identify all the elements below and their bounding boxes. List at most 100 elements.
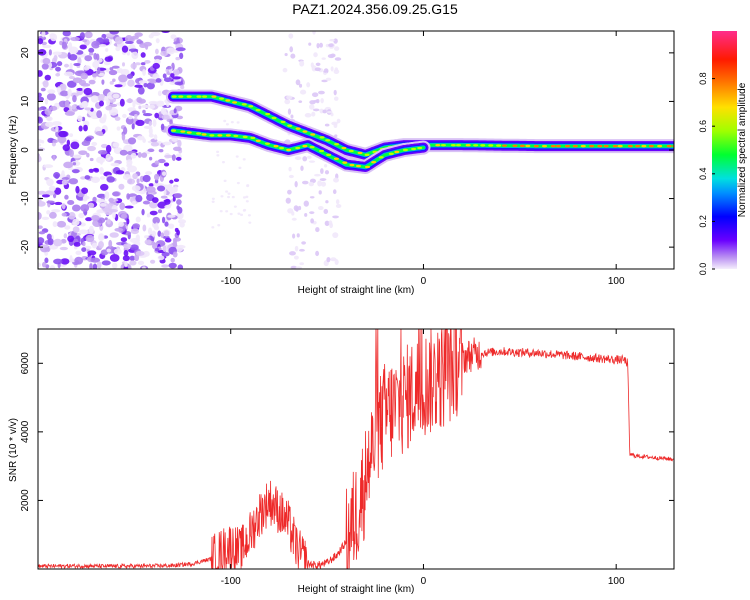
track-peak (365, 165, 371, 169)
noise-blob (74, 256, 84, 265)
noise-blob (290, 265, 297, 269)
noise-blob (38, 262, 42, 268)
noise-blob (294, 181, 298, 188)
noise-blob (69, 149, 74, 158)
noise-blob (314, 67, 321, 72)
track-peak (325, 139, 331, 142)
noise-blob (80, 83, 91, 87)
noise-blob (136, 135, 145, 141)
noise-blob (324, 123, 330, 127)
noise-blob (223, 179, 227, 183)
noise-blob (137, 260, 145, 265)
noise-blob (38, 38, 44, 45)
noise-blob (41, 63, 49, 70)
noise-blob (98, 233, 105, 242)
noise-blob (163, 162, 170, 167)
track-peak (217, 134, 223, 137)
noise-blob (134, 84, 143, 88)
noise-blob (156, 102, 165, 107)
noise-blob (242, 196, 246, 199)
noise-blob (73, 241, 81, 247)
noise-blob (315, 250, 320, 257)
noise-blob (306, 82, 311, 88)
noise-blob (126, 218, 130, 225)
noise-blob (112, 211, 116, 219)
noise-blob (81, 247, 87, 252)
noise-blob (173, 69, 180, 76)
track-peak (334, 142, 340, 146)
noise-blob (331, 258, 338, 262)
noise-blob (151, 197, 159, 204)
noise-blob (124, 261, 128, 268)
noise-blob (170, 73, 175, 78)
noise-blob (142, 174, 151, 183)
noise-blob (142, 250, 150, 257)
noise-blob (98, 100, 105, 107)
track-peak (480, 144, 486, 147)
noise-blob (294, 245, 299, 252)
track-peak (171, 95, 177, 98)
noise-blob (140, 62, 146, 66)
noise-blob (143, 125, 153, 130)
noise-blob (68, 211, 76, 220)
noise-blob (225, 123, 229, 126)
noise-blob (119, 149, 128, 156)
noise-blob (130, 63, 137, 69)
noise-blob (148, 34, 154, 39)
track-peak (233, 134, 239, 138)
noise-blob (132, 100, 136, 108)
track-peak (394, 150, 400, 154)
noise-blob (171, 136, 178, 142)
track-peak (242, 135, 248, 139)
noise-blob (108, 197, 114, 203)
track-peak (265, 112, 271, 116)
noise-blob (145, 171, 153, 175)
spectrogram-x-tick-label: 100 (608, 276, 625, 287)
track-peak (319, 136, 325, 139)
noise-blob (318, 190, 322, 195)
noise-blob (144, 235, 149, 239)
noise-blob (51, 209, 61, 213)
track-peak (286, 148, 292, 152)
noise-blob (85, 234, 95, 243)
noise-blob (170, 34, 177, 40)
spectrogram-x-tick-label: 0 (421, 276, 427, 287)
noise-blob (83, 87, 93, 96)
spectrogram-x-ticks: -100 0 100 (221, 31, 625, 287)
noise-blob (141, 208, 145, 216)
noise-blob (129, 244, 139, 251)
noise-blob (308, 160, 316, 163)
noise-blob (290, 53, 296, 59)
noise-blob (149, 80, 157, 84)
noise-blob (126, 51, 131, 56)
noise-blob (106, 248, 112, 253)
noise-blob (76, 87, 84, 91)
noise-blob (84, 137, 92, 142)
noise-blob (238, 166, 242, 170)
noise-blob (166, 47, 176, 55)
noise-blob (48, 49, 52, 56)
noise-blob (115, 170, 125, 175)
track-peak (417, 146, 423, 150)
noise-blob (68, 75, 75, 80)
noise-blob (329, 38, 335, 42)
track-peak (349, 163, 355, 167)
noise-blob (63, 71, 74, 77)
noise-blob (334, 57, 342, 61)
noise-blob (71, 169, 80, 174)
noise-blob (88, 225, 94, 234)
noise-blob (148, 104, 156, 109)
noise-blob (41, 194, 50, 198)
noise-blob (38, 107, 43, 111)
noise-blob (67, 235, 75, 243)
noise-blob (38, 225, 43, 230)
noise-blob (154, 247, 160, 252)
noise-blob (162, 141, 172, 146)
spectrogram-y-tick-label: -10 (20, 191, 31, 206)
noise-blob (64, 225, 71, 230)
track-peak (589, 144, 595, 148)
noise-blob (88, 47, 95, 53)
noise-blob (154, 112, 160, 119)
noise-blob (89, 157, 94, 162)
noise-blob (53, 172, 61, 179)
